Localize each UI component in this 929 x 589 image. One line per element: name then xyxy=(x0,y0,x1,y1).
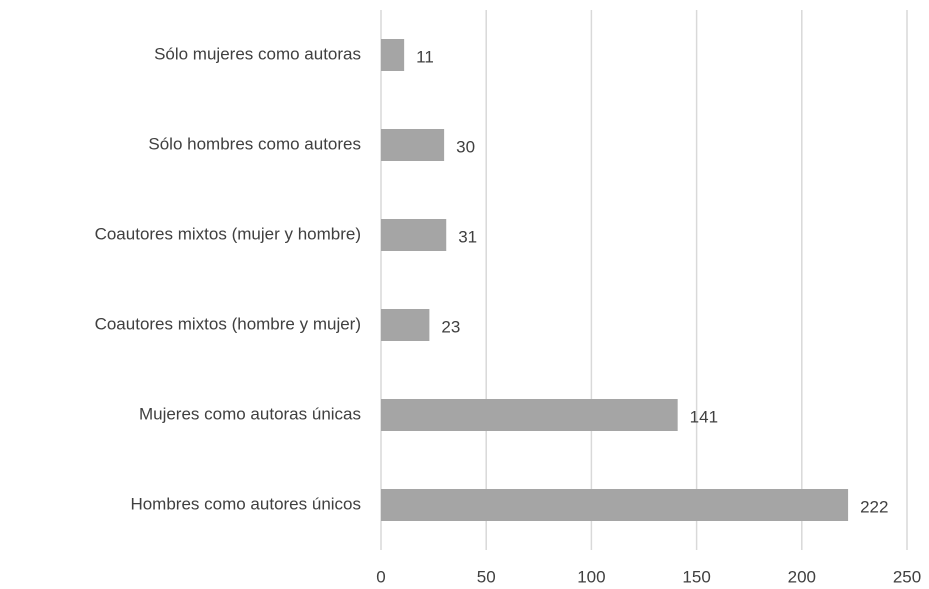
data-label: 31 xyxy=(458,227,477,246)
y-tick-label: Sólo mujeres como autoras xyxy=(154,44,361,63)
x-tick-label: 200 xyxy=(788,567,816,586)
y-tick-label: Hombres como autores únicos xyxy=(130,494,361,513)
x-tick-label: 100 xyxy=(577,567,605,586)
y-tick-label: Coautores mixtos (hombre y mujer) xyxy=(95,314,361,333)
y-tick-label: Sólo hombres como autores xyxy=(148,134,361,153)
bar xyxy=(381,39,405,71)
bar xyxy=(381,129,445,161)
bar xyxy=(381,489,849,521)
bar xyxy=(381,219,447,251)
data-label: 141 xyxy=(690,407,718,426)
bar xyxy=(381,399,678,431)
y-tick-label: Coautores mixtos (mujer y hombre) xyxy=(95,224,361,243)
x-tick-label: 150 xyxy=(682,567,710,586)
x-tick-label: 50 xyxy=(477,567,496,586)
data-label: 30 xyxy=(456,137,475,156)
y-tick-label: Mujeres como autoras únicas xyxy=(139,404,361,423)
data-label: 11 xyxy=(416,47,434,66)
x-tick-label: 250 xyxy=(893,567,921,586)
data-label: 23 xyxy=(441,317,460,336)
data-label: 222 xyxy=(860,497,888,516)
bar xyxy=(381,309,430,341)
x-tick-label: 0 xyxy=(376,567,385,586)
